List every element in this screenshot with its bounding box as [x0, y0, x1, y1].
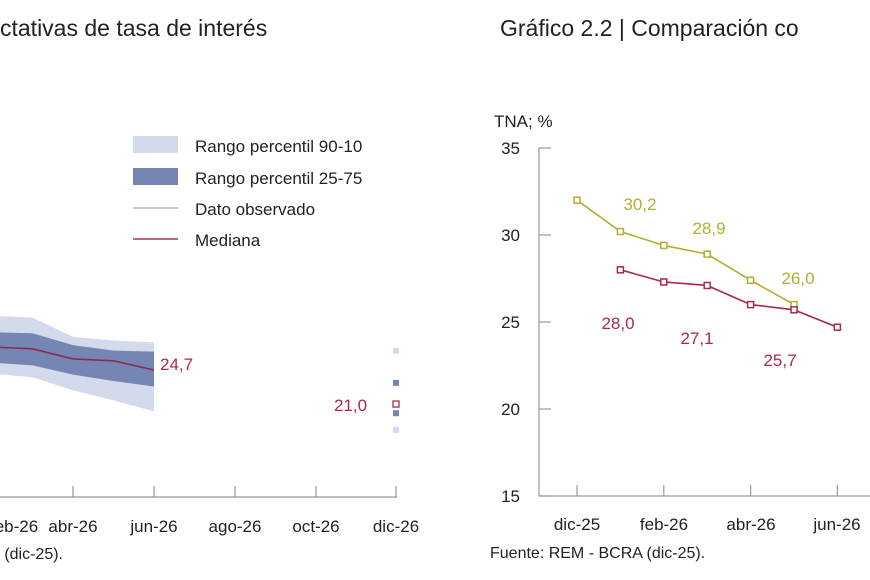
series-marker-0 — [660, 241, 668, 250]
left-xtick-label: abr-26 — [48, 517, 97, 536]
left-xtick-label: dic-26 — [373, 517, 419, 536]
right-ytick-label: 15 — [501, 487, 520, 506]
series-line-1 — [620, 269, 838, 328]
dic26-median-marker — [392, 400, 400, 408]
dic26-p10-marker — [393, 426, 399, 433]
left-data-label-dic26: 21,0 — [334, 396, 367, 415]
left-legend: Rango percentil 90-10 Rango percentil 25… — [133, 136, 362, 250]
data-label: 26,0 — [781, 269, 814, 288]
series-marker-1 — [746, 300, 755, 309]
right-xtick-label: abr-26 — [726, 515, 775, 534]
series-line-0 — [576, 199, 795, 306]
data-label: 27,1 — [680, 329, 713, 348]
data-label: 28,0 — [601, 314, 634, 333]
series-marker-1 — [833, 323, 842, 331]
right-plot: 30,2 28,9 26,0 28,0 27,1 25,7 — [538, 147, 870, 497]
left-plot — [0, 316, 400, 498]
right-ytick-label: 25 — [501, 313, 520, 332]
series-marker-1 — [616, 266, 625, 274]
right-ytick-label: 35 — [501, 139, 520, 158]
left-xtick-label: feb-26 — [0, 517, 38, 536]
right-xtick-label: dic-25 — [554, 515, 600, 534]
right-xtick-label: feb-26 — [640, 515, 688, 534]
dic26-p75-marker — [393, 379, 399, 386]
left-xtick-label: oct-26 — [292, 517, 339, 536]
median-line — [0, 346, 155, 371]
right-xtick-label: jun-26 — [812, 515, 860, 534]
left-source: (dic-25). — [4, 546, 63, 563]
legend-swatch-25-75 — [133, 168, 178, 185]
legend-label-observed: Dato observado — [195, 200, 315, 219]
right-chart-title: Gráfico 2.2 | Comparación co — [500, 15, 799, 41]
series-marker-1 — [703, 281, 711, 290]
legend-swatch-90-10 — [133, 136, 178, 153]
series-marker-0 — [746, 276, 755, 284]
left-xtick-label: jun-26 — [129, 517, 177, 536]
legend-label-90-10: Rango percentil 90-10 — [195, 137, 362, 156]
series-marker-0 — [573, 196, 581, 204]
left-xtick-label: ago-26 — [209, 517, 262, 536]
data-label: 28,9 — [692, 219, 725, 238]
legend-label-median: Mediana — [195, 231, 261, 250]
left-chart-title: ctativas de tasa de interés — [0, 15, 267, 41]
series-marker-0 — [703, 250, 711, 258]
data-label: 25,7 — [763, 351, 796, 370]
right-ytick-label: 20 — [501, 400, 520, 419]
series-marker-1 — [660, 278, 668, 286]
left-data-label-jun26: 24,7 — [160, 355, 193, 374]
dic26-p25-marker — [393, 410, 399, 417]
right-source: Fuente: REM - BCRA (dic-25). — [490, 545, 705, 562]
dic26-p90-marker — [393, 347, 399, 354]
right-y-axis-label: TNA; % — [494, 112, 553, 131]
series-marker-1 — [790, 306, 798, 314]
series-marker-0 — [616, 227, 625, 236]
legend-label-25-75: Rango percentil 25-75 — [195, 169, 362, 188]
data-label: 30,2 — [623, 195, 656, 214]
right-ytick-label: 30 — [501, 226, 520, 245]
